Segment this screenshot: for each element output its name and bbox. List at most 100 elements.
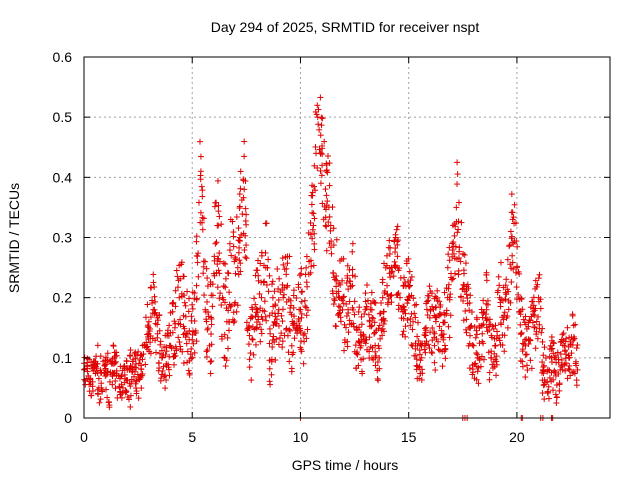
data-point (172, 287, 179, 294)
data-point (345, 329, 352, 336)
data-point (202, 258, 209, 265)
data-point (513, 238, 520, 245)
data-point (222, 299, 229, 306)
data-point (200, 258, 207, 265)
data-point (506, 243, 513, 250)
data-point (376, 322, 383, 329)
data-point (333, 283, 340, 290)
data-point (252, 341, 259, 348)
data-point (254, 267, 261, 274)
data-point (323, 161, 330, 168)
data-point (455, 199, 462, 206)
data-point (414, 333, 421, 340)
data-point (490, 325, 497, 332)
data-point (573, 345, 580, 352)
data-point (510, 240, 517, 247)
data-point (573, 382, 580, 389)
data-point (161, 343, 168, 350)
data-point (510, 214, 517, 221)
data-point (249, 314, 256, 321)
data-point (446, 257, 453, 264)
data-point (221, 354, 228, 361)
data-point (484, 316, 491, 323)
data-point (522, 313, 529, 320)
data-point (560, 330, 567, 337)
data-point (329, 204, 336, 211)
data-point (379, 332, 386, 339)
chart-title: Day 294 of 2025, SRMTID for receiver nsp… (211, 19, 480, 35)
data-point (287, 327, 294, 334)
y-tick-label: 0.3 (53, 230, 73, 246)
data-point (377, 310, 384, 317)
data-point (512, 269, 519, 276)
data-point (176, 339, 183, 346)
x-tick-label: 10 (293, 429, 309, 445)
data-point (470, 342, 477, 349)
data-point (346, 317, 353, 324)
data-point (533, 328, 540, 335)
data-point (548, 359, 555, 366)
data-point (522, 351, 529, 358)
data-point (497, 259, 504, 266)
data-point (110, 370, 117, 377)
data-point (394, 238, 401, 245)
data-point (450, 239, 457, 246)
data-point (454, 229, 461, 236)
data-point (167, 309, 174, 316)
data-point (519, 363, 526, 370)
data-point (236, 257, 243, 264)
data-point (501, 348, 508, 355)
data-point (100, 358, 107, 365)
data-point (231, 318, 238, 325)
data-point (288, 365, 295, 372)
data-point (197, 153, 204, 160)
data-point (188, 345, 195, 352)
data-point (401, 306, 408, 313)
data-point (496, 337, 503, 344)
data-point (112, 360, 119, 367)
data-point (355, 362, 362, 369)
data-point (532, 345, 539, 352)
data-point (195, 273, 202, 280)
tick-labels: 0 0.1 0.2 0.3 0.4 0.5 0.6 0 5 10 15 20 (53, 49, 525, 445)
data-point (387, 274, 394, 281)
data-point (441, 348, 448, 355)
data-point (200, 270, 207, 277)
data-point (310, 222, 317, 229)
data-point (454, 159, 461, 166)
data-point (531, 307, 538, 314)
data-point (564, 324, 571, 331)
data-point (421, 331, 428, 338)
data-point (358, 342, 365, 349)
data-point (362, 290, 369, 297)
data-point (336, 257, 343, 264)
data-point (350, 320, 357, 327)
data-point (395, 237, 402, 244)
data-point (200, 215, 207, 222)
data-point (158, 375, 165, 382)
data-point (350, 306, 357, 313)
data-point (242, 177, 249, 184)
data-point (127, 383, 134, 390)
data-point (405, 255, 412, 262)
data-point (267, 381, 274, 388)
data-point (233, 213, 240, 220)
data-point (475, 380, 482, 387)
data-point (149, 297, 156, 304)
data-point (337, 281, 344, 288)
data-point (182, 302, 189, 309)
data-point (453, 204, 460, 211)
data-point (467, 292, 474, 299)
data-point (446, 334, 453, 341)
data-point (146, 328, 153, 335)
data-point (503, 314, 510, 321)
data-point (293, 295, 300, 302)
data-point (362, 340, 369, 347)
data-point (319, 151, 326, 158)
data-points (81, 94, 581, 421)
data-point (89, 388, 96, 395)
data-point (532, 285, 539, 292)
data-point (350, 323, 357, 330)
data-point (418, 376, 425, 383)
data-point (540, 352, 547, 359)
